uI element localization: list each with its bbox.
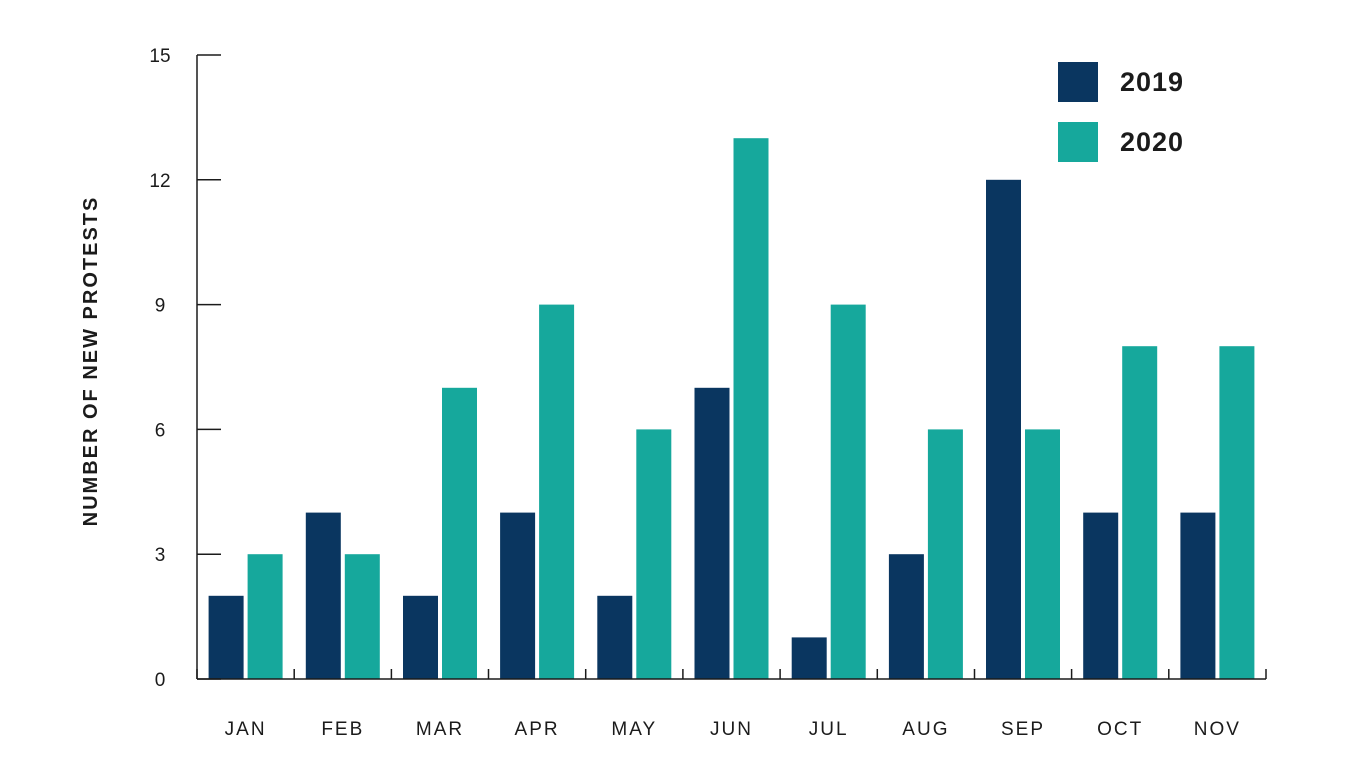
bar-2019-sep [986, 179, 1021, 680]
bar-2020-aug [927, 429, 963, 679]
bar-2019-jan [208, 595, 244, 679]
bar-2019-aug [888, 554, 924, 679]
y-tick-label-0: 0 [155, 670, 166, 691]
x-tick-label-apr: APR [515, 719, 560, 740]
x-tick-label-aug: AUG [902, 719, 949, 740]
bars-layer [208, 138, 1255, 680]
bar-2019-jul [791, 637, 827, 679]
legend: 2019 2020 [1058, 62, 1184, 162]
legend-swatch-2020 [1058, 122, 1098, 162]
y-tick-label-3: 3 [155, 545, 166, 566]
bar-2020-sep [1025, 429, 1060, 679]
bar-2019-may [597, 595, 633, 679]
bar-2020-apr [539, 304, 575, 679]
axes-layer [196, 54, 1267, 680]
bar-2019-jun [694, 387, 730, 679]
bar-2020-jul [830, 304, 866, 679]
labels-layer: JAN FEB MAR APR MAY JUN JUL AUG SEP OCT NOV 0 3 6 9 12 1… [149, 46, 1241, 740]
y-tick-label-12: 12 [149, 171, 170, 192]
x-tick-label-mar: MAR [416, 719, 464, 740]
bar-2020-may [636, 429, 672, 679]
y-tick-label-15: 15 [149, 46, 170, 67]
x-tick-label-may: MAY [611, 719, 657, 740]
bar-2019-oct [1083, 512, 1119, 679]
x-tick-label-oct: OCT [1097, 719, 1143, 740]
x-tick-label-nov: NOV [1194, 719, 1241, 740]
bar-2019-apr [500, 512, 536, 679]
legend-swatch-2019 [1058, 62, 1098, 102]
x-tick-label-sep: SEP [1001, 719, 1045, 740]
y-tick-label-6: 6 [155, 420, 166, 441]
bar-2019-mar [403, 595, 438, 679]
legend-label-2020: 2020 [1120, 127, 1184, 157]
x-tick-label-jan: JAN [225, 719, 267, 740]
bar-2020-jun [733, 138, 769, 679]
bar-2020-jan [247, 554, 283, 679]
x-tick-label-jun: JUN [710, 719, 753, 740]
bar-2020-feb [344, 554, 380, 679]
y-axis-title: NUMBER OF NEW PROTESTS [80, 196, 102, 527]
bar-2019-feb [305, 512, 341, 679]
bar-2020-nov [1219, 346, 1255, 679]
y-tick-label-9: 9 [155, 296, 166, 317]
bar-2020-mar [442, 387, 477, 679]
bar-2019-nov [1180, 512, 1216, 679]
legend-label-2019: 2019 [1120, 67, 1184, 97]
x-tick-label-feb: FEB [321, 719, 364, 740]
x-tick-label-jul: JUL [809, 719, 849, 740]
bar-2020-oct [1122, 346, 1158, 679]
